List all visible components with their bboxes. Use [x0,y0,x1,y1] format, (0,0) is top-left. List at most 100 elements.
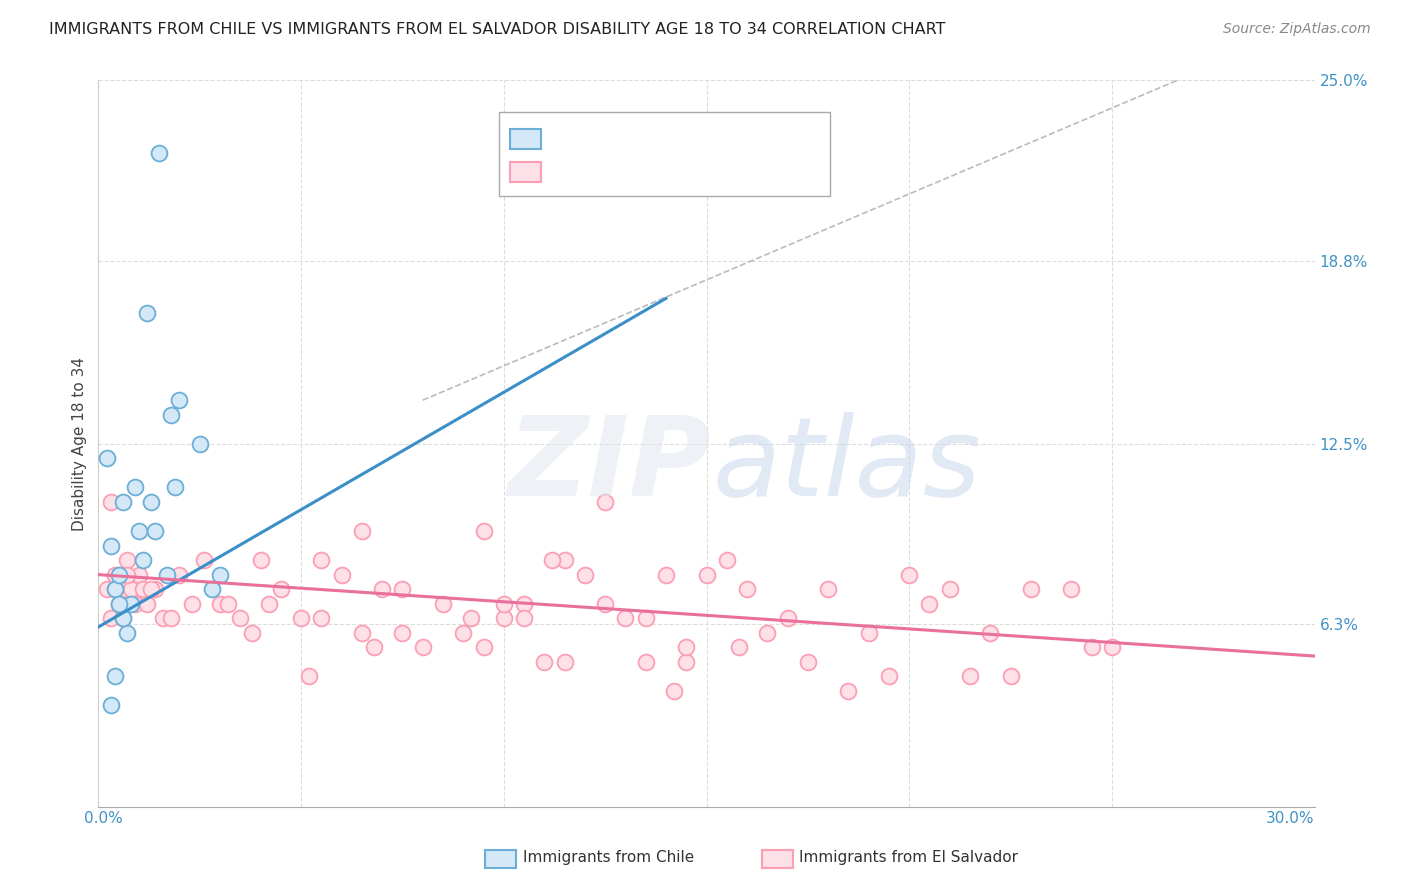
Point [100,698,122,713]
Point [132,582,155,597]
Point [124,480,146,494]
Point [492,597,515,611]
Point [350,625,373,640]
Text: Immigrants from Chile: Immigrants from Chile [523,850,695,864]
Point [675,655,697,669]
Point [115,553,138,567]
Point [257,597,280,611]
Point [797,655,820,669]
Point [115,567,138,582]
Point [132,553,155,567]
Point [728,640,751,655]
Point [776,611,799,625]
Point [111,495,134,509]
Point [139,582,162,597]
Point [939,582,962,597]
Point [242,625,264,640]
Point [111,582,134,597]
Point [156,567,179,582]
Point [139,495,162,509]
Point [460,611,482,625]
Point [180,597,202,611]
Point [655,567,678,582]
Point [298,669,321,683]
Y-axis label: Disability Age 18 to 34: Disability Age 18 to 34 [72,357,87,531]
Point [249,553,271,567]
Point [128,567,150,582]
Point [96,451,118,466]
Point [554,553,576,567]
Point [104,669,127,683]
Text: IMMIGRANTS FROM CHILE VS IMMIGRANTS FROM EL SALVADOR DISABILITY AGE 18 TO 34 COR: IMMIGRANTS FROM CHILE VS IMMIGRANTS FROM… [49,22,946,37]
Point [554,655,576,669]
Point [593,495,616,509]
Point [100,539,122,553]
Point [311,553,333,567]
Point [143,524,166,538]
Point [1060,582,1083,597]
Point [193,553,215,567]
Point [1101,640,1123,655]
Point [959,669,981,683]
Point [120,582,142,597]
Point [593,597,616,611]
Point [104,582,127,597]
Point [107,567,129,582]
Point [634,611,657,625]
Point [124,597,146,611]
Point [104,567,127,582]
Point [614,611,637,625]
Point [100,611,122,625]
Point [120,597,142,611]
Point [412,640,434,655]
Point [837,684,859,698]
Point [472,524,495,538]
Point [217,597,239,611]
Point [662,684,685,698]
Point [209,567,232,582]
Point [858,625,880,640]
Point [111,611,134,625]
Point [533,655,555,669]
Point [513,611,536,625]
Point [188,436,211,450]
Point [735,582,758,597]
Point [148,145,170,161]
Point [209,597,232,611]
Point [152,611,174,625]
Point [472,640,495,655]
Point [391,582,413,597]
Point [160,611,183,625]
Point [165,480,187,494]
Point [979,625,1001,640]
Point [453,625,475,640]
Point [143,582,166,597]
Point [136,306,159,320]
Point [350,524,373,538]
Point [128,524,150,538]
Point [107,597,129,611]
Point [107,597,129,611]
Point [432,597,454,611]
Point [696,567,718,582]
Point [898,567,921,582]
Point [201,582,224,597]
Text: 30.0%: 30.0% [1267,812,1315,826]
Point [330,567,353,582]
Point [1000,669,1022,683]
Point [918,597,941,611]
Point [311,611,333,625]
Point [111,611,134,625]
Point [169,393,191,408]
Point [100,495,122,509]
Point [371,582,394,597]
Point [877,669,900,683]
Point [634,655,657,669]
Text: 0.0%: 0.0% [84,812,124,826]
Point [290,611,312,625]
Point [107,597,129,611]
Point [756,625,779,640]
Point [160,408,183,422]
Text: atlas: atlas [711,412,981,519]
Point [716,553,738,567]
